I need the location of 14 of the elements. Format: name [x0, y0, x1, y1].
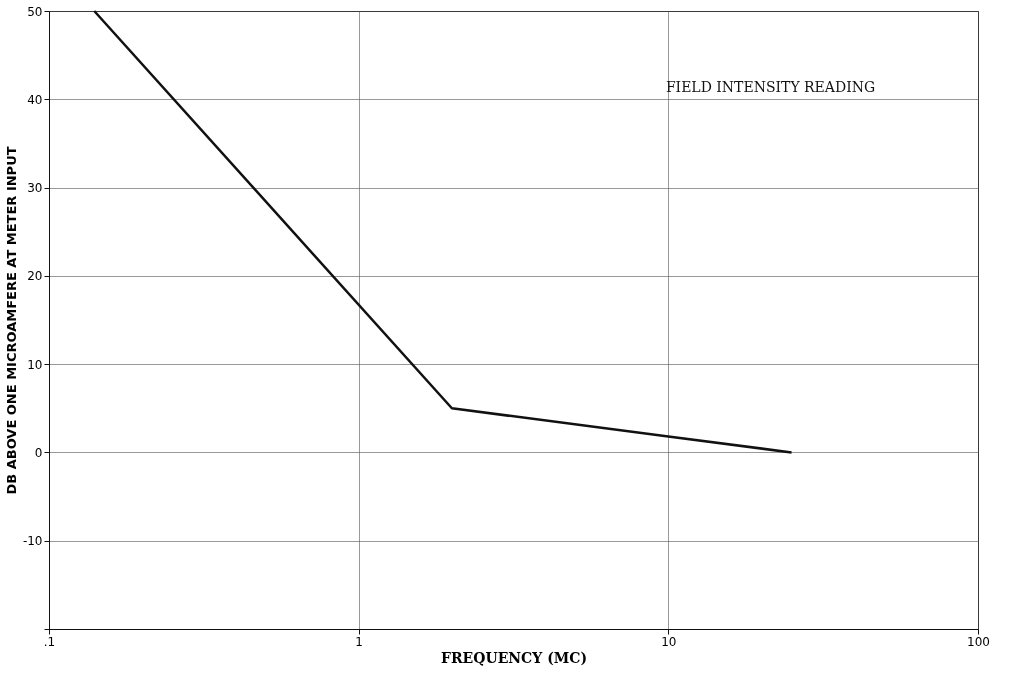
y-tick-label: 30 [27, 181, 43, 196]
y-tick-label: 50 [27, 4, 43, 19]
y-tick-label: 40 [27, 92, 43, 107]
annotation: FIELD INTENSITY READING [665, 79, 876, 95]
y-tick-label: 20 [27, 269, 43, 284]
y-tick-label: -10 [22, 534, 43, 549]
x-tick-label: 100 [967, 634, 990, 649]
x-tick-label: 1 [355, 634, 363, 649]
y-tick-label: 10 [27, 357, 43, 372]
y-tick-label: 0 [34, 445, 43, 460]
x-axis-title: FREQUENCY (MC) [440, 649, 588, 666]
x-tick-label: 10 [661, 634, 677, 649]
x-tick-label: .1 [43, 634, 56, 649]
y-axis-title: DB ABOVE ONE MICROAMFERE AT METER INPUT [3, 146, 19, 495]
